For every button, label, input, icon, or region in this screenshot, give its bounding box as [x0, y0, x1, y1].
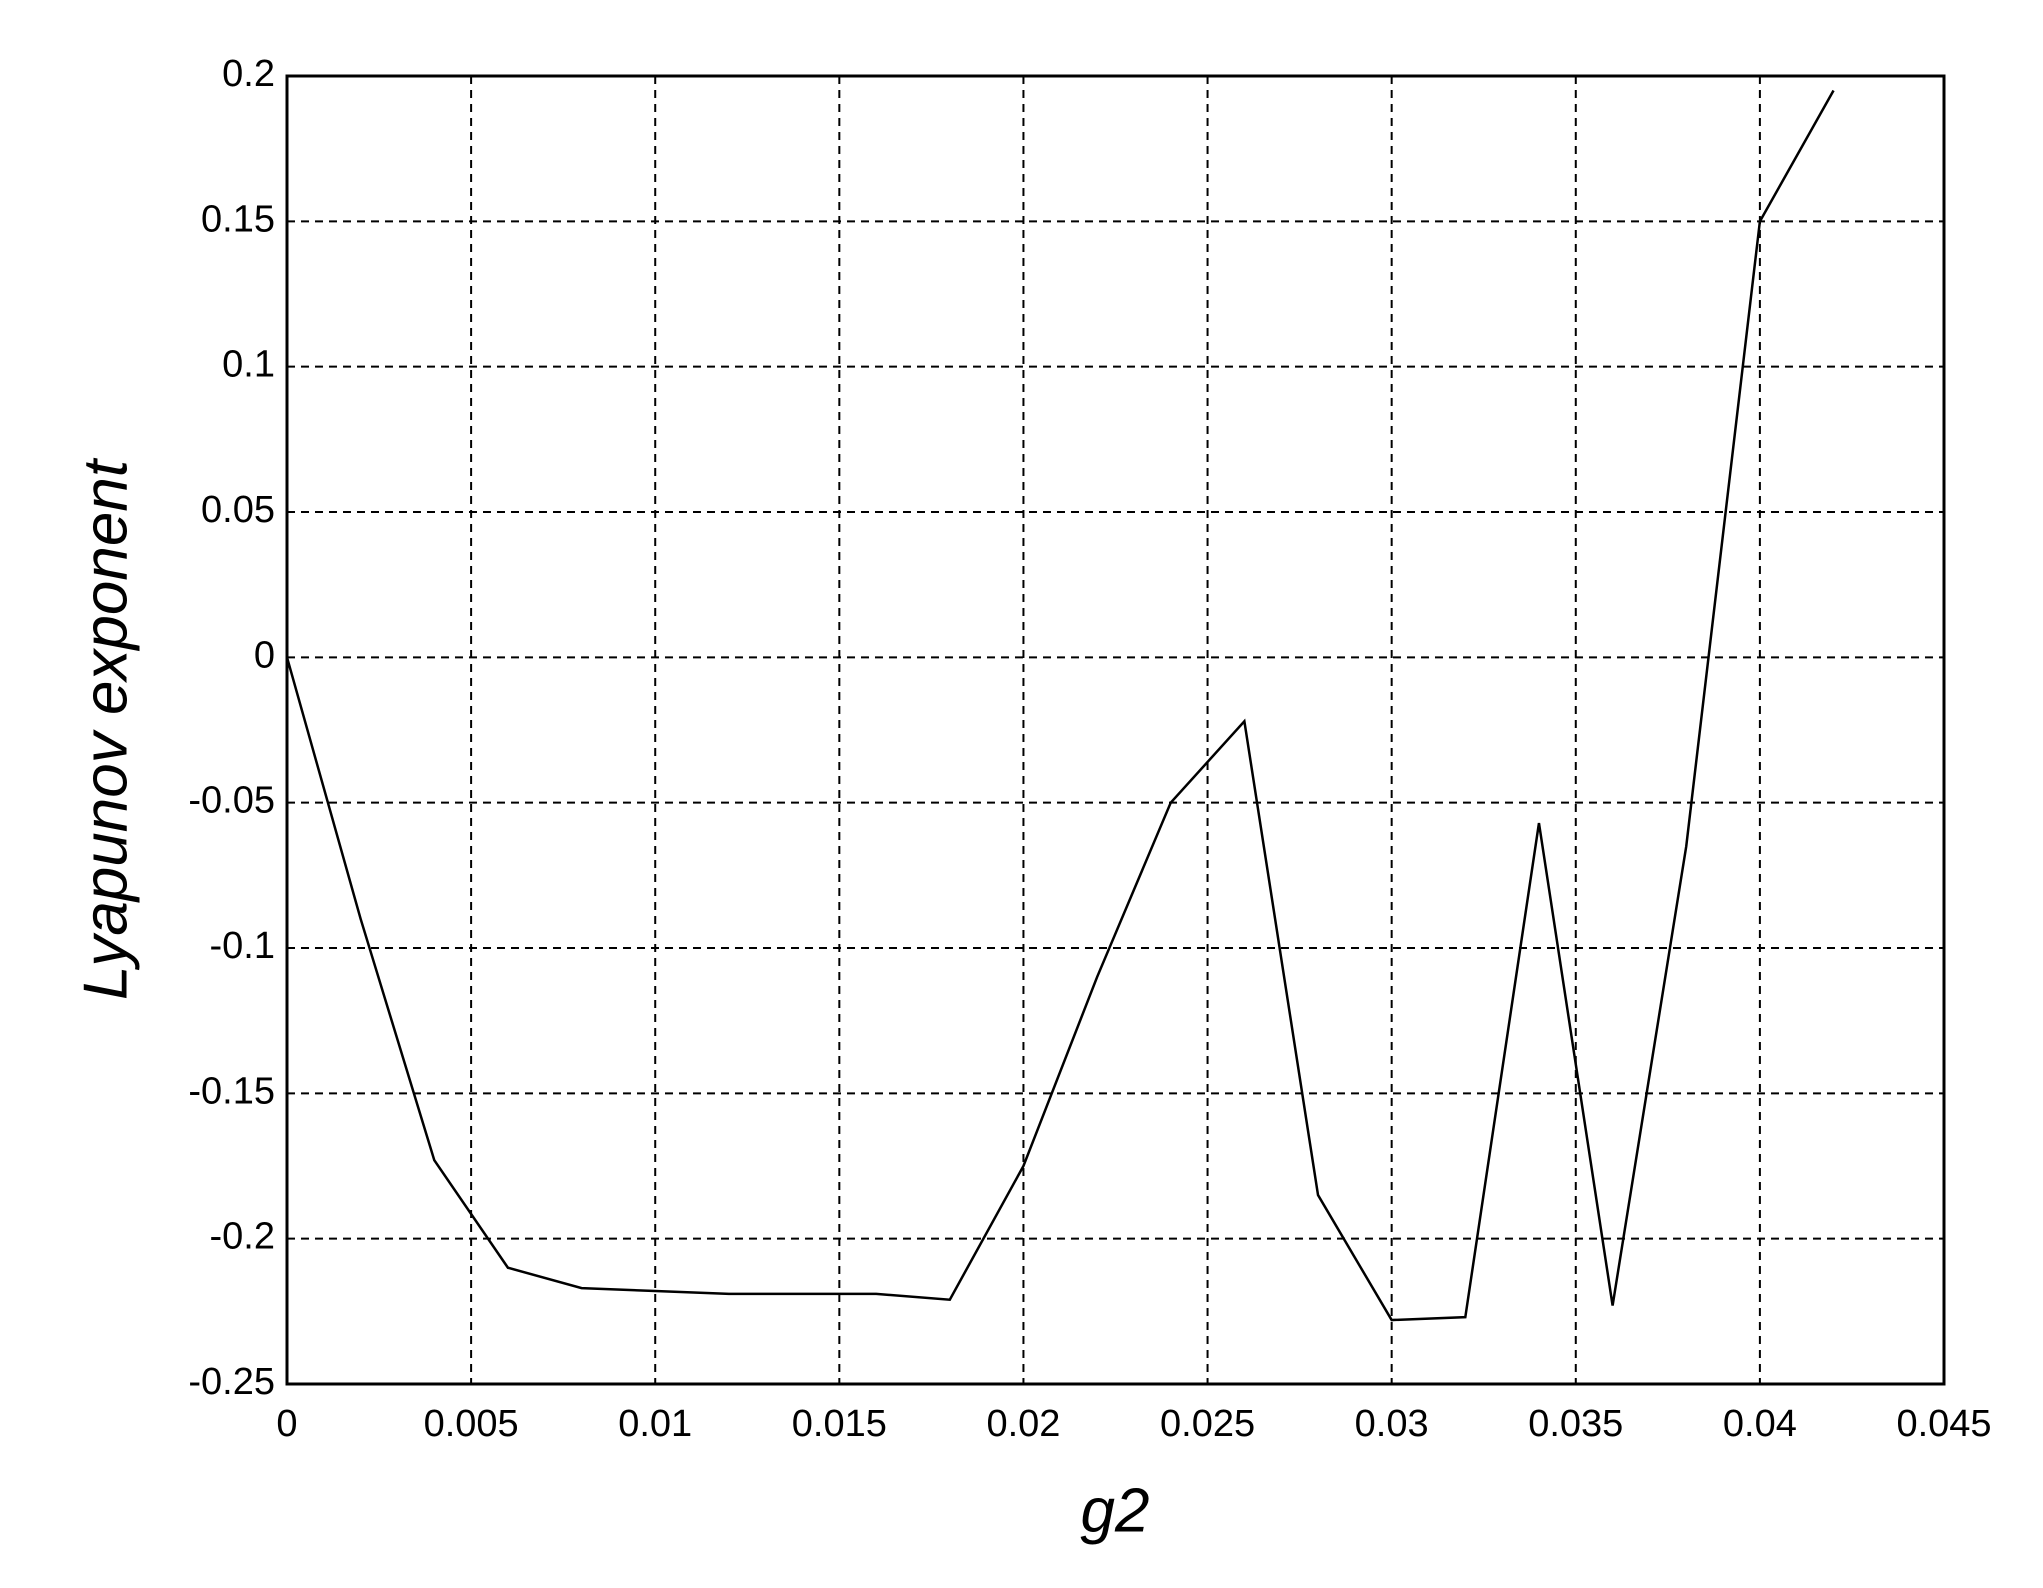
y-tick-label: -0.15 [188, 1070, 275, 1112]
y-tick-label: 0.1 [222, 344, 275, 386]
y-tick-label: -0.1 [210, 925, 275, 967]
x-tick-label: 0.01 [618, 1403, 692, 1445]
y-tick-label: -0.2 [210, 1216, 275, 1258]
x-tick-label: 0.005 [424, 1403, 519, 1445]
x-tick-label: 0.015 [792, 1403, 887, 1445]
y-axis-label: Lyapunov exponent [71, 457, 140, 1000]
y-tick-label: 0.2 [222, 53, 275, 95]
x-tick-label: 0.045 [1896, 1403, 1991, 1445]
y-tick-label: 0 [254, 634, 275, 676]
x-tick-label: 0.04 [1723, 1403, 1797, 1445]
x-tick-label: 0.02 [986, 1403, 1060, 1445]
data-line [285, 89, 1835, 1322]
y-tick-label: -0.25 [188, 1361, 275, 1403]
x-axis-label: g2 [1081, 1476, 1150, 1545]
x-tick-label: 0.035 [1528, 1403, 1623, 1445]
x-tick-label: 0 [276, 1403, 297, 1445]
y-tick-label: 0.05 [201, 489, 275, 531]
y-tick-label: 0.15 [201, 198, 275, 240]
x-tick-label: 0.03 [1355, 1403, 1429, 1445]
x-tick-label: 0.025 [1160, 1403, 1255, 1445]
plot-frame [285, 74, 1946, 1386]
y-tick-label: -0.05 [188, 780, 275, 822]
